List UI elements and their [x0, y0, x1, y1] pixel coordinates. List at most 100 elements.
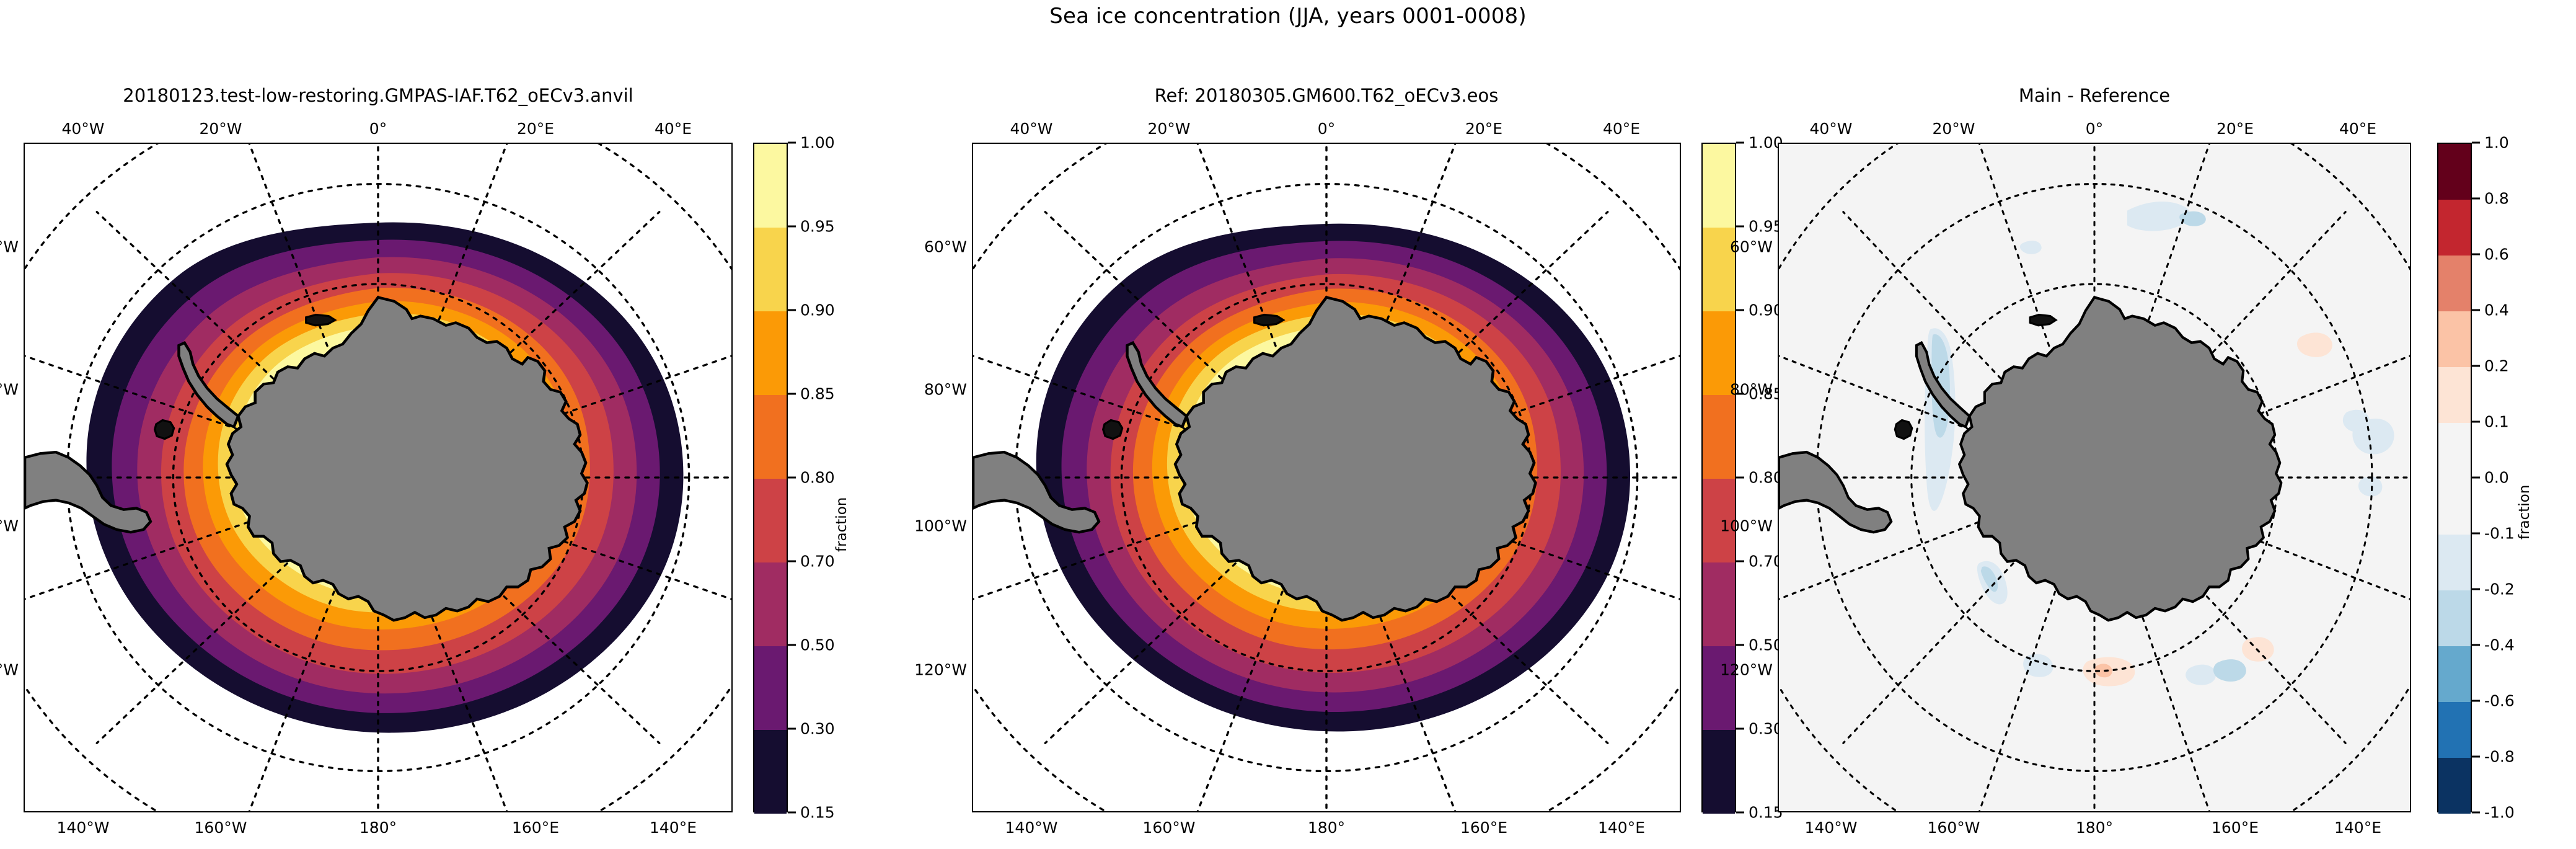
- colorbar-band: [1703, 562, 1735, 646]
- colorbar-tick: 0.70: [1736, 553, 1783, 571]
- panel-main: 20180123.test-low-restoring.GMPAS-IAF.T6…: [0, 85, 733, 837]
- colorbar-tick-label: 0.15: [800, 803, 835, 822]
- colorbar-band: [2438, 423, 2471, 479]
- colorbar-tick: -0.4: [2472, 636, 2515, 654]
- colorbar-band: [754, 228, 787, 311]
- colorbar-band: [2438, 758, 2471, 814]
- colorbar-tick-label: 0.95: [800, 217, 835, 236]
- colorbar-tick: 1.00: [1736, 134, 1783, 152]
- colorbar-band: [2438, 702, 2471, 758]
- colorbar-tick-label: 0.4: [2484, 301, 2509, 319]
- colorbar-tick: 0.85: [1736, 385, 1783, 403]
- lat-tick-left-2: 100°W: [0, 517, 19, 535]
- colorbar-tick-label: 0.30: [800, 719, 835, 738]
- map-main[interactable]: [24, 143, 733, 812]
- panel-main-title: 20180123.test-low-restoring.GMPAS-IAF.T6…: [123, 85, 633, 106]
- lat-tick-left-0: 60°W: [924, 238, 967, 256]
- colorbar-tick: 0.30: [788, 720, 835, 738]
- colorbar-tick: 1.00: [788, 134, 835, 152]
- colorbar-tick: 0.0: [2472, 469, 2509, 487]
- colorbar-difference-label: fraction: [2516, 484, 2533, 540]
- lon-tick-top-4: 40°E: [1602, 120, 1641, 138]
- lon-tick-top-1: 20°W: [1932, 120, 1975, 138]
- colorbar-tick-label: 0.80: [1749, 468, 1783, 487]
- tick-dash: [788, 644, 796, 646]
- colorbar-tick: 0.50: [1736, 636, 1783, 654]
- colorbar-concentration-reference[interactable]: [1701, 143, 1736, 814]
- tick-dash: [2472, 532, 2480, 535]
- colorbar-band: [1703, 730, 1735, 814]
- colorbar-band: [2438, 479, 2471, 535]
- lon-tick-top-2: 0°: [1317, 120, 1336, 138]
- colorbar-band: [1703, 311, 1735, 395]
- colorbar-band: [2438, 535, 2471, 590]
- colorbar-tick: 0.95: [1736, 218, 1783, 236]
- map-reference[interactable]: [972, 143, 1681, 812]
- colorbar-tick: 0.70: [788, 553, 835, 571]
- colorbar-tick: -0.1: [2472, 525, 2515, 543]
- colorbar-tick: -0.8: [2472, 748, 2515, 766]
- colorbar-band: [2438, 200, 2471, 256]
- colorbar-tick-label: 1.00: [800, 133, 835, 152]
- colorbar-tick-label: 0.30: [1749, 719, 1783, 738]
- panel-difference: Main - Reference 40°W 20°W 0° 20°E 40°E …: [1720, 85, 2411, 837]
- lat-tick-left-1: 80°W: [924, 380, 967, 399]
- lon-tick-bottom-0: 140°W: [56, 819, 110, 837]
- colorbar-band: [1703, 144, 1735, 228]
- colorbar-tick-label: -1.0: [2484, 803, 2515, 822]
- tick-dash: [1736, 727, 1744, 730]
- colorbar-tick: 0.90: [1736, 301, 1783, 319]
- colorbar-tick-label: 0.90: [800, 301, 835, 319]
- colorbar-tick-label: -0.1: [2484, 524, 2515, 543]
- lon-tick-top-3: 20°E: [1465, 120, 1503, 138]
- lon-tick-top-0: 40°W: [61, 120, 105, 138]
- lat-tick-left-2: 100°W: [1720, 517, 1773, 535]
- colorbar-tick: 1.0: [2472, 134, 2509, 152]
- colorbar-band: [1703, 395, 1735, 479]
- lon-tick-bottom-2: 180°: [359, 819, 397, 837]
- lon-tick-top-2: 0°: [2085, 120, 2104, 138]
- colorbar-tick: 0.2: [2472, 357, 2509, 375]
- colorbar-tick: -0.2: [2472, 580, 2515, 598]
- tick-dash: [1736, 225, 1744, 228]
- lat-tick-left-1: 80°W: [0, 380, 19, 399]
- colorbar-tick-label: 0.90: [1749, 301, 1783, 319]
- tick-dash: [788, 393, 796, 395]
- lon-tick-top-1: 20°W: [1147, 120, 1191, 138]
- colorbar-tick-label: 0.0: [2484, 468, 2509, 487]
- lon-tick-top-3: 20°E: [2216, 120, 2254, 138]
- figure-title: Sea ice concentration (JJA, years 0001-0…: [1049, 4, 1527, 29]
- colorbar-band: [754, 395, 787, 479]
- colorbar-tick-label: 0.8: [2484, 189, 2509, 208]
- colorbar-tick: -1.0: [2472, 804, 2515, 822]
- lon-tick-bottom-3: 160°E: [1460, 819, 1508, 837]
- lon-tick-bottom-0: 140°W: [1005, 819, 1058, 837]
- tick-dash: [1736, 141, 1744, 144]
- panel-difference-title: Main - Reference: [2018, 85, 2171, 106]
- colorbar-band: [2438, 144, 2471, 200]
- lon-tick-bottom-3: 160°E: [511, 819, 560, 837]
- tick-dash: [788, 309, 796, 311]
- tick-dash: [2472, 476, 2480, 479]
- lon-tick-top-4: 40°E: [654, 120, 692, 138]
- colorbar-tick-label: 0.70: [800, 552, 835, 571]
- map-difference[interactable]: [1778, 143, 2411, 812]
- colorbar-difference-wrap: 1.0 0.8 0.6 0.4 0.2 0.1 0.0 -0.1 -0.2 -0.4 -0.6 -0.…: [2437, 134, 2533, 822]
- tick-dash: [2472, 420, 2480, 423]
- colorbar-band: [754, 646, 787, 730]
- lon-tick-bottom-1: 160°W: [194, 819, 247, 837]
- panel-reference: Ref: 20180305.GM600.T62_oECv3.eos 40°W 2…: [914, 85, 1681, 837]
- tick-dash: [2472, 253, 2480, 256]
- colorbar-concentration-main[interactable]: [753, 143, 788, 814]
- colorbar-tick-label: 0.80: [800, 468, 835, 487]
- colorbar-band: [2438, 590, 2471, 646]
- lon-tick-top-3: 20°E: [516, 120, 555, 138]
- lat-tick-left-3: 120°W: [1720, 660, 1773, 679]
- colorbar-tick-label: 0.6: [2484, 245, 2509, 264]
- tick-dash: [2472, 588, 2480, 590]
- colorbar-tick: 0.30: [1736, 720, 1783, 738]
- colorbar-difference[interactable]: [2437, 143, 2472, 814]
- colorbar-main-label: fraction: [834, 497, 850, 552]
- lon-tick-top-1: 20°W: [199, 120, 242, 138]
- colorbar-tick: 0.50: [788, 636, 835, 654]
